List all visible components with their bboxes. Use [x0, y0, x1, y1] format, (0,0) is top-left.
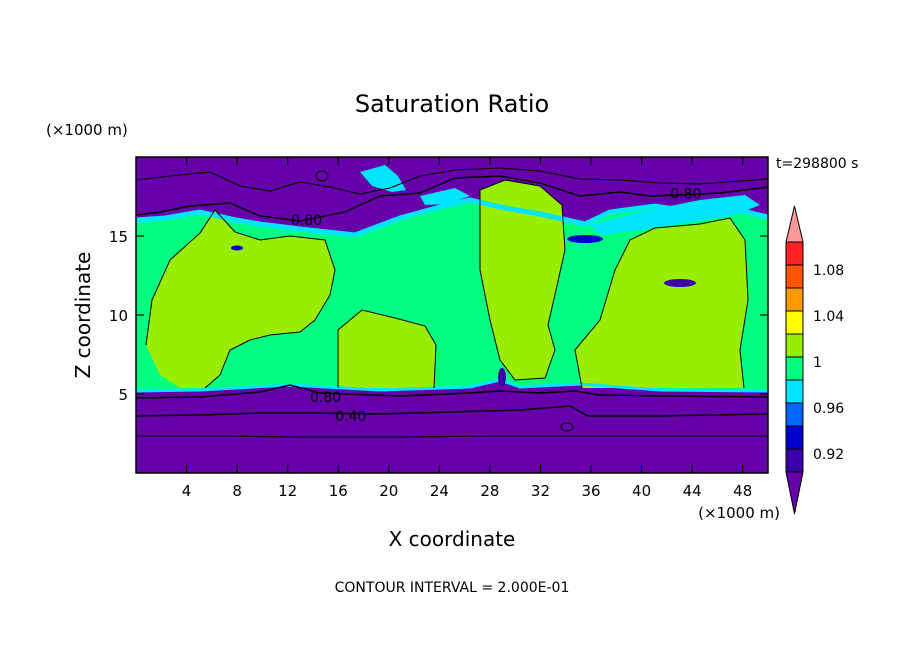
y-tick-label: 15	[109, 228, 128, 246]
contour-line-080-lower	[136, 384, 768, 399]
y-unit-label: (×1000 m)	[46, 121, 128, 139]
x-axis-label: X coordinate	[389, 527, 516, 551]
dry-spot-a	[567, 235, 603, 243]
x-axis: 4 8 12 16 20 24 28 32 36 40 44 48	[182, 157, 752, 500]
x-tick-label: 32	[531, 482, 550, 500]
dry-spot-b	[664, 279, 696, 287]
colorbar-over-arrow	[785, 205, 804, 243]
contour-lines	[136, 167, 768, 438]
x-tick-label: 8	[232, 482, 242, 500]
x-tick-label: 4	[182, 482, 192, 500]
x-tick-label: 12	[278, 482, 297, 500]
contour-label: 0.80	[670, 186, 701, 202]
time-label: t=298800 s	[776, 156, 858, 172]
x-tick-label: 28	[480, 482, 499, 500]
x-tick-label: 40	[632, 482, 651, 500]
colorbar-swatch	[785, 264, 804, 289]
contour-interval-footer: CONTOUR INTERVAL = 2.000E-01	[335, 580, 570, 596]
contour-label: 0.80	[291, 213, 322, 229]
x-tick-label: 16	[329, 482, 348, 500]
contour-line-upper-secondary	[136, 167, 768, 195]
contour-label: 0.80	[310, 390, 341, 406]
contour-line-mid-left	[145, 209, 336, 389]
contour-label: 0.40	[335, 409, 366, 425]
colorbar-swatch	[785, 333, 804, 358]
contour-closed-loop	[560, 422, 574, 432]
x-tick-label: 36	[581, 482, 600, 500]
x-tick-label: 24	[430, 482, 449, 500]
colorbar-swatch	[785, 287, 804, 312]
colorbar-tick-label: 1.08	[813, 263, 844, 279]
x-unit-label: (×1000 m)	[698, 504, 780, 522]
contour-line-040	[136, 405, 768, 417]
contour-label-layer: 0.80 0.80 0.80 0.40	[291, 186, 701, 425]
field-fill	[136, 157, 768, 473]
colorbar: 0.92 0.96 1 1.04 1.08	[785, 205, 844, 515]
colorbar-swatch	[785, 425, 804, 450]
contour-line-mid-far-right	[574, 217, 749, 389]
colorbar-swatch	[785, 402, 804, 427]
upper-moist-streak-c	[420, 188, 470, 205]
colorbar-tick-label: 0.92	[813, 447, 844, 463]
contour-line-mid-center	[337, 309, 437, 389]
y-axis-label: Z coordinate	[71, 252, 95, 379]
y-tick-label: 10	[109, 307, 128, 325]
x-tick-label: 44	[683, 482, 702, 500]
x-tick-label: 20	[379, 482, 398, 500]
x-tick-label: 48	[733, 482, 752, 500]
chart-title: Saturation Ratio	[355, 90, 549, 118]
colorbar-tick-label: 1	[813, 355, 822, 371]
dry-spot-c	[498, 368, 506, 386]
colorbar-swatch	[785, 241, 804, 266]
dry-spot-d	[231, 245, 243, 251]
contour-closed-loop-upper	[315, 170, 329, 182]
upper-moist-streak-a	[360, 165, 406, 192]
colorbar-tick-label: 0.96	[813, 401, 844, 417]
contour-line-mid-right	[479, 179, 566, 381]
colorbar-under-arrow	[785, 471, 804, 515]
colorbar-swatch	[785, 448, 804, 473]
supersaturated-patch-far-right	[575, 218, 748, 388]
supersaturated-patch-center	[338, 310, 436, 388]
supersaturated-patch-right	[480, 180, 565, 380]
supersaturated-patch-left	[146, 210, 335, 388]
contour-line-080-upper	[136, 175, 768, 222]
contour-line-low	[136, 435, 768, 438]
plot-area: 0.80 0.80 0.80 0.40	[136, 157, 768, 473]
colorbar-swatch	[785, 356, 804, 381]
upper-moist-streak-b	[590, 195, 760, 235]
upper-transition-band	[136, 197, 768, 238]
colorbar-swatch	[785, 379, 804, 404]
lower-transition-band	[136, 378, 768, 393]
y-axis: 5 10 15	[109, 228, 768, 404]
y-tick-label: 5	[118, 386, 128, 404]
colorbar-tick-label: 1.04	[813, 309, 844, 325]
colorbar-swatch	[785, 310, 804, 335]
